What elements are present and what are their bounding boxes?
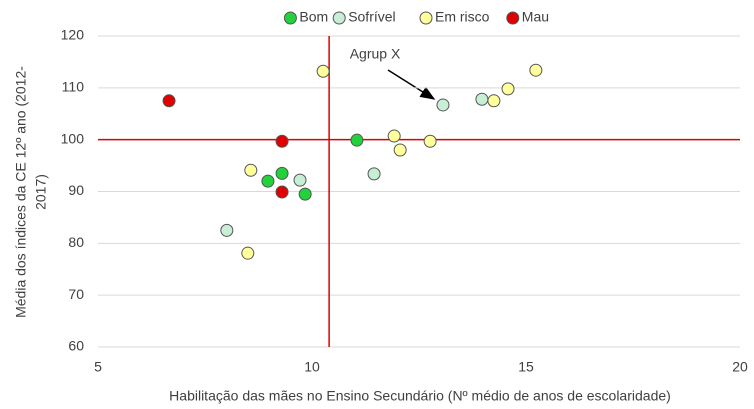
- y-tick-label: 60: [68, 338, 84, 354]
- x-axis-label: Habilitação das mães no Ensino Secundári…: [169, 388, 671, 404]
- x-tick-label: 15: [518, 359, 534, 375]
- legend-label: Sofrível: [348, 9, 395, 25]
- legend-marker: [506, 11, 520, 25]
- data-point: [275, 166, 289, 180]
- y-tick-label: 120: [61, 27, 85, 43]
- x-tick-label: 10: [304, 359, 320, 375]
- y-tick-label: 70: [68, 286, 84, 302]
- annotation-arrow: [387, 69, 436, 100]
- legend-label: Em risco: [435, 9, 490, 25]
- data-point: [275, 134, 289, 148]
- data-point: [529, 63, 543, 77]
- legend-marker: [332, 11, 346, 25]
- legend-marker: [419, 11, 433, 25]
- legend-label: Mau: [522, 9, 549, 25]
- data-point: [220, 223, 234, 237]
- annotation: Agrup X: [350, 46, 401, 62]
- data-point: [162, 94, 176, 108]
- data-point: [293, 173, 307, 187]
- x-tick-label: 20: [732, 359, 748, 375]
- data-point: [475, 92, 489, 106]
- data-point: [393, 143, 407, 157]
- data-point: [387, 129, 401, 143]
- data-point: [298, 187, 312, 201]
- data-point: [501, 82, 515, 96]
- data-point: [367, 167, 381, 181]
- data-point: [487, 94, 501, 108]
- data-point: [261, 174, 275, 188]
- data-point: [275, 185, 289, 199]
- data-point: [423, 134, 437, 148]
- data-point: [436, 98, 450, 112]
- legend-marker: [283, 11, 297, 25]
- data-point: [244, 163, 258, 177]
- data-point: [241, 246, 255, 260]
- data-point: [350, 133, 364, 147]
- y-tick-label: 110: [62, 79, 85, 95]
- y-tick-label: 80: [68, 234, 84, 250]
- data-point: [316, 64, 330, 78]
- y-tick-label: 90: [68, 182, 84, 198]
- x-tick-label: 5: [94, 359, 102, 375]
- y-axis-label: Média dos índices da CE 12º ano (2012-: [13, 66, 29, 318]
- y-axis-label: 2017): [33, 174, 49, 210]
- legend-label: Bom: [299, 9, 328, 25]
- y-tick-label: 100: [61, 130, 85, 146]
